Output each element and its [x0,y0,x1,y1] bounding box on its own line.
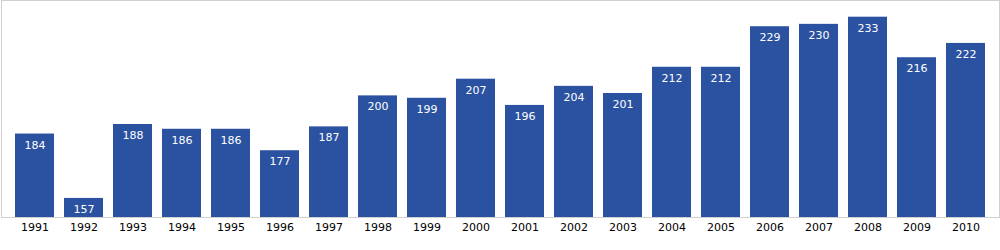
svg-text:187: 187 [319,131,340,144]
svg-text:216: 216 [907,62,928,75]
svg-text:1996: 1996 [266,221,294,234]
svg-text:2001: 2001 [511,221,539,234]
svg-text:200: 200 [368,100,389,113]
svg-text:184: 184 [25,139,46,152]
svg-text:177: 177 [270,155,291,168]
svg-text:2004: 2004 [658,221,686,234]
svg-text:229: 229 [760,31,781,44]
svg-text:201: 201 [613,98,634,111]
svg-text:2005: 2005 [707,221,735,234]
svg-text:2007: 2007 [805,221,833,234]
svg-text:186: 186 [172,134,193,147]
svg-text:1992: 1992 [70,221,98,234]
svg-text:2008: 2008 [854,221,882,234]
svg-text:1991: 1991 [21,221,49,234]
svg-text:2009: 2009 [903,221,931,234]
svg-text:1999: 1999 [413,221,441,234]
svg-text:2010: 2010 [952,221,980,234]
svg-text:2000: 2000 [462,221,490,234]
svg-text:222: 222 [956,48,977,61]
svg-text:2006: 2006 [756,221,784,234]
svg-text:1995: 1995 [217,221,245,234]
svg-text:212: 212 [662,72,683,85]
svg-text:212: 212 [711,72,732,85]
svg-text:207: 207 [466,84,487,97]
svg-text:233: 233 [858,22,879,35]
svg-text:188: 188 [123,129,144,142]
svg-text:196: 196 [515,110,536,123]
svg-text:2002: 2002 [560,221,588,234]
svg-text:1997: 1997 [315,221,343,234]
svg-text:199: 199 [417,103,438,116]
svg-text:230: 230 [809,29,830,42]
svg-text:2003: 2003 [609,221,637,234]
svg-text:1998: 1998 [364,221,392,234]
svg-text:157: 157 [74,203,95,216]
svg-text:186: 186 [221,134,242,147]
svg-text:1994: 1994 [168,221,196,234]
svg-text:204: 204 [564,91,585,104]
svg-text:1993: 1993 [119,221,147,234]
